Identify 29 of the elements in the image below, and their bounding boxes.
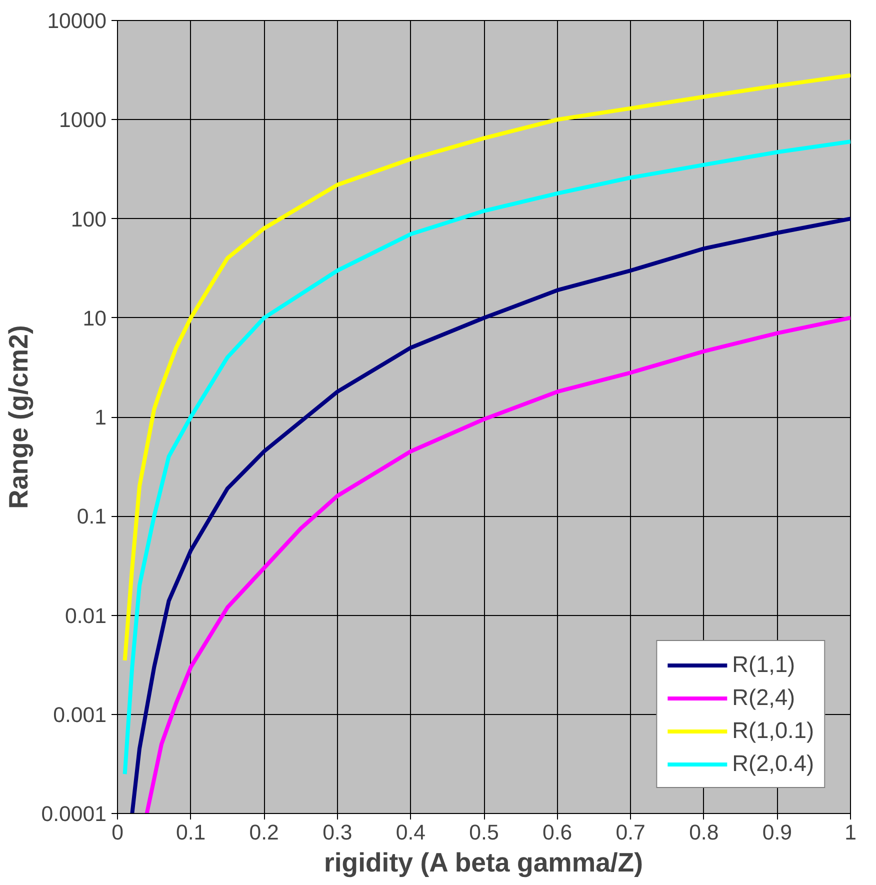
x-tick-label: 0.7 (616, 820, 646, 844)
y-tick-label: 0.001 (53, 702, 107, 727)
y-tick-label: 1000 (59, 108, 107, 132)
y-tick-label: 1 (94, 406, 107, 430)
x-tick-label: 0.1 (176, 820, 206, 844)
x-tick-label: 0 (112, 820, 124, 844)
x-axis-title: rigidity (A beta gamma/Z) (324, 848, 643, 878)
line-series (144, 316, 850, 814)
x-tick-label: 0.8 (689, 820, 719, 844)
legend-label: R(1,0.1) (732, 717, 814, 744)
y-tick-label: 10 (82, 306, 107, 330)
legend-label: R(2,0.4) (732, 750, 814, 777)
line-series (122, 140, 850, 776)
x-tick-label: 0.4 (396, 820, 426, 844)
x-tick-label: 0.6 (542, 820, 572, 844)
x-tick-label: 1 (844, 820, 856, 844)
legend-label: R(1,1) (732, 651, 796, 678)
legend-label: R(2,4) (732, 684, 796, 711)
y-tick-label: 100 (70, 207, 107, 232)
x-tick-label: 0.5 (469, 820, 499, 844)
y-tick-label: 0.01 (64, 604, 107, 628)
x-tick-label: 0.2 (249, 820, 279, 844)
y-tick-label: 10000 (47, 9, 107, 33)
y-tick-label: 0.0001 (41, 802, 106, 826)
x-tick-label: 0.9 (762, 820, 792, 844)
x-tick-label: 0.3 (322, 820, 352, 844)
y-axis-title: Range (g/cm2) (3, 325, 34, 509)
y-tick-label: 0.1 (76, 504, 107, 529)
line-series (130, 216, 850, 814)
